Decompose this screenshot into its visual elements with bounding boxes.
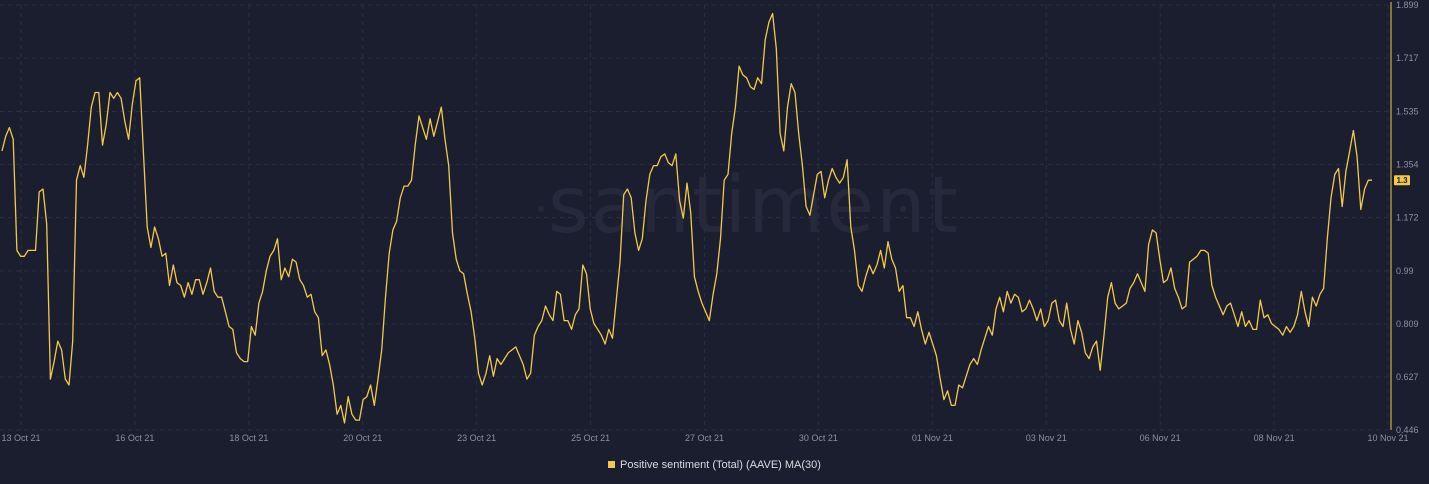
x-tick-label: 25 Oct 21 bbox=[571, 433, 610, 443]
sentiment-series-line bbox=[1, 12, 1372, 424]
x-tick-label: 01 Nov 21 bbox=[912, 433, 953, 443]
y-tick-label: 1.354 bbox=[1396, 159, 1419, 169]
watermark-dot-right bbox=[900, 206, 906, 212]
x-tick-label: 08 Nov 21 bbox=[1254, 433, 1295, 443]
x-tick-label: 06 Nov 21 bbox=[1140, 433, 1181, 443]
y-tick-label: 0.809 bbox=[1396, 319, 1419, 329]
watermark-dot-left bbox=[538, 206, 544, 212]
x-axis-ticks: 13 Oct 21 16 Oct 21 18 Oct 21 20 Oct 21 23 O… bbox=[1, 433, 1408, 443]
x-tick-label: 20 Oct 21 bbox=[343, 433, 382, 443]
svg-text:1.3: 1.3 bbox=[1396, 176, 1408, 185]
sentiment-line-chart: santiment 0.446 0.627 0.809 0.99 1.172 1.354 1… bbox=[0, 0, 1419, 443]
x-tick-label: 27 Oct 21 bbox=[685, 433, 724, 443]
x-tick-label: 18 Oct 21 bbox=[229, 433, 268, 443]
y-tick-label: 1.172 bbox=[1396, 213, 1419, 223]
grid-lines bbox=[0, 4, 1391, 431]
x-tick-label: 23 Oct 21 bbox=[457, 433, 496, 443]
y-tick-label: 1.899 bbox=[1396, 0, 1419, 10]
santiment-watermark: santiment bbox=[548, 161, 960, 251]
x-tick-label: 16 Oct 21 bbox=[115, 433, 154, 443]
y-tick-label: 0.446 bbox=[1396, 425, 1419, 435]
y-tick-label: 0.627 bbox=[1396, 372, 1419, 382]
y-tick-label: 0.99 bbox=[1396, 266, 1414, 276]
y-axis-ticks: 0.446 0.627 0.809 0.99 1.172 1.354 1.535 1.717 1… bbox=[1396, 0, 1419, 435]
x-tick-label: 30 Oct 21 bbox=[799, 433, 838, 443]
y-tick-label: 1.535 bbox=[1396, 106, 1419, 116]
x-tick-label: 10 Nov 21 bbox=[1367, 433, 1408, 443]
x-tick-label: 13 Oct 21 bbox=[1, 433, 40, 443]
chart-legend[interactable]: Positive sentiment (Total) (AAVE) MA(30) bbox=[0, 459, 1429, 471]
x-tick-label: 03 Nov 21 bbox=[1026, 433, 1067, 443]
legend-swatch bbox=[608, 461, 616, 468]
y-tick-label: 1.717 bbox=[1396, 53, 1419, 63]
current-value-badge: 1.3 bbox=[1394, 175, 1410, 186]
legend-label: Positive sentiment (Total) (AAVE) MA(30) bbox=[620, 459, 821, 471]
